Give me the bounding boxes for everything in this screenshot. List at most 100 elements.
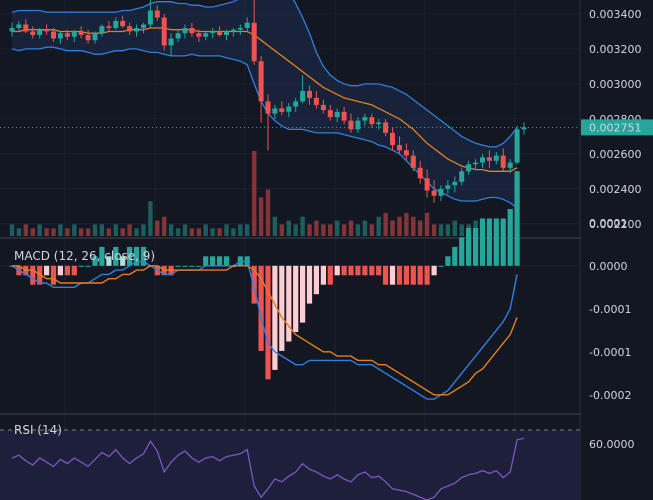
volume-bar [307, 224, 312, 236]
volume-bar [210, 228, 215, 236]
volume-bar [203, 224, 208, 236]
volume-bar [23, 224, 28, 236]
macd-histogram-bar [57, 265, 63, 276]
candle-body [355, 120, 361, 130]
macd-panel [0, 171, 580, 400]
macd-histogram-bar [272, 265, 278, 370]
bollinger-fill [12, 0, 518, 208]
volume-bar [404, 212, 409, 236]
macd-histogram-bar [140, 246, 147, 266]
volume-bar [245, 224, 250, 236]
volume-bar [16, 228, 22, 236]
macd-histogram-bar [37, 265, 43, 285]
candle-body [473, 162, 479, 165]
candle-body [507, 162, 513, 168]
candle-body [71, 31, 77, 37]
candle-body [383, 122, 389, 133]
candle-body [438, 188, 444, 196]
macd-histogram-bar [313, 265, 319, 295]
candle-body [230, 29, 236, 32]
volume-bar [258, 197, 264, 236]
macd-histogram-bar [279, 265, 285, 351]
volume-bar [265, 189, 271, 236]
candlesticks [0, 0, 580, 203]
volume-bar [293, 224, 298, 236]
candle-body [244, 22, 250, 28]
candle-body [403, 150, 409, 156]
volume-bar [431, 224, 437, 236]
volume-bar [341, 224, 347, 236]
rsi-line [11, 437, 525, 500]
bollinger-upper-line [11, 0, 518, 148]
macd-histogram-bar [383, 265, 389, 285]
candle-body [237, 28, 243, 30]
volume-bar [141, 224, 146, 236]
macd-histogram-bar [327, 265, 333, 285]
candle-body [320, 104, 326, 111]
macd-histogram-bar [106, 256, 112, 266]
volume-bar [37, 224, 42, 236]
candle-body [51, 31, 56, 39]
macd-histogram-bar [175, 265, 181, 267]
volume-bar [44, 228, 49, 236]
candle-body [127, 26, 133, 32]
macd-legend: MACD (12, 26, close, 9) [14, 249, 155, 263]
candle-body [279, 108, 285, 112]
candle-body [113, 21, 119, 28]
macd-histogram-bar [438, 265, 444, 267]
candle-body [293, 101, 299, 107]
macd-histogram-bar [300, 265, 306, 323]
candle-body [64, 33, 70, 37]
candle-body [258, 61, 264, 102]
macd-histogram-bar [210, 256, 216, 266]
candle-body [521, 127, 527, 130]
macd-histogram-bar [452, 246, 458, 266]
volume-bar [155, 220, 160, 236]
candle-body [224, 31, 229, 35]
volume-bar [134, 228, 139, 236]
signal-line [12, 265, 518, 396]
volume-bar [383, 212, 388, 236]
candle-body [313, 97, 319, 105]
candle-body [500, 155, 506, 168]
price-tick-label: 0.002200 [589, 218, 642, 231]
candle-body [30, 31, 36, 35]
macd-histogram-bar [486, 218, 492, 266]
volume-bar [328, 224, 333, 236]
macd-line [11, 260, 518, 400]
candle-body [272, 108, 278, 114]
candle-body [251, 22, 257, 62]
candle-body [493, 155, 499, 161]
candle-body [134, 28, 139, 32]
macd-histogram-bar [466, 228, 472, 266]
candle-body [161, 17, 167, 46]
candle-body [217, 31, 223, 35]
candle-body [196, 33, 202, 37]
macd-histogram-bar [362, 265, 368, 276]
volume-bar [85, 228, 91, 236]
volume-bar [120, 228, 125, 236]
macd-histogram-bar [127, 246, 133, 266]
volume-bar [355, 224, 361, 236]
macd-histogram-bar [403, 265, 409, 285]
macd-tick-label: -0.0002 [589, 389, 631, 402]
volume-bar [376, 216, 381, 236]
candle-body [307, 90, 312, 98]
volume-bar [79, 228, 84, 236]
volume-bar [175, 228, 181, 236]
price-axis: 0.0034000.0032000.0030000.0028000.002600… [581, 0, 653, 500]
candle-body [390, 132, 395, 146]
macd-histogram-bar [196, 265, 202, 267]
price-tick-label: 0.002400 [589, 183, 642, 196]
macd-histogram-bar [445, 256, 451, 266]
candle-body [369, 117, 375, 125]
candle-body [417, 167, 423, 179]
volume-bar [369, 224, 374, 236]
candle-body [92, 33, 98, 41]
candle-body [334, 111, 340, 118]
macd-histogram-bar [44, 265, 50, 276]
candle-body [265, 101, 271, 114]
candle-body [154, 10, 160, 18]
macd-histogram-bar [64, 265, 70, 276]
volume-bar [418, 220, 423, 236]
